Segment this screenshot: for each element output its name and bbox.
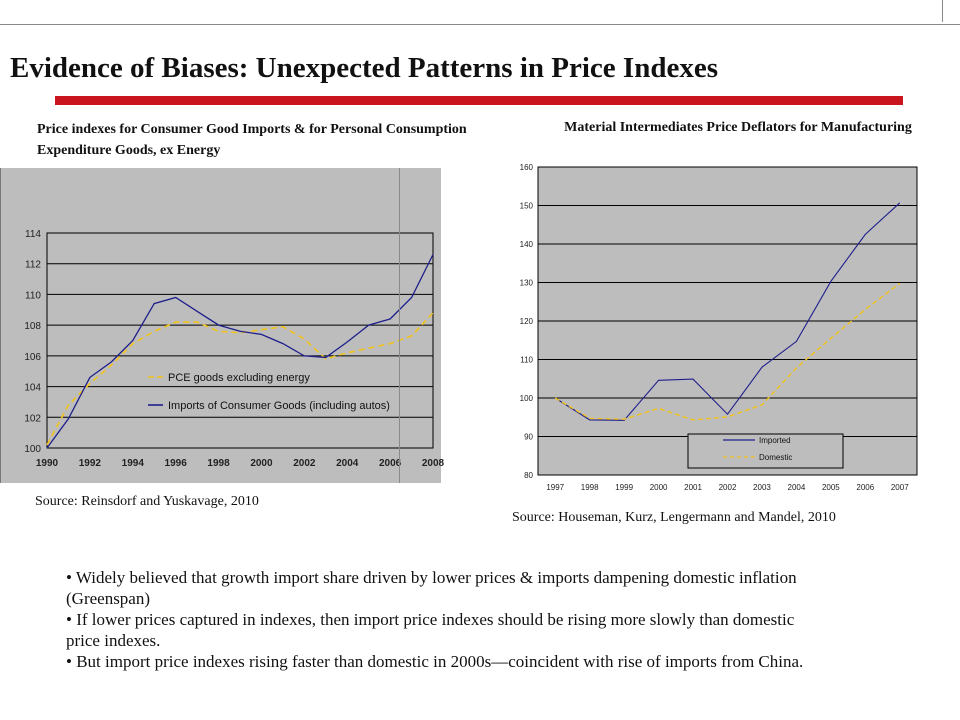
right-y-tick-label: 140	[520, 240, 534, 249]
left-line-chart: 100 102 104 106 108 110 112 114 1990 1992 1994 1996…	[24, 229, 445, 469]
left-series-pce-line	[46, 312, 434, 446]
left-plot-area	[46, 232, 434, 449]
bullet-list: • Widely believed that growth import sha…	[66, 567, 826, 672]
right-x-tick-label: 2004	[788, 483, 806, 492]
left-x-tick-label: 1992	[79, 458, 102, 469]
left-y-tick-label: 106	[24, 352, 41, 363]
left-y-tick-label: 110	[25, 290, 41, 301]
left-y-tick-label: 102	[24, 413, 41, 424]
right-y-tick-label: 120	[520, 317, 534, 326]
title-accent-bar	[55, 96, 903, 105]
left-y-tick-label: 114	[25, 229, 41, 240]
right-chart-heading: Material Intermediates Price Deflators f…	[564, 120, 912, 135]
right-legend-label: Imported	[759, 436, 791, 445]
right-y-tick-label: 130	[520, 279, 534, 288]
right-y-tick-label: 80	[524, 471, 533, 480]
bullet-item: • But import price indexes rising faster…	[66, 652, 804, 671]
right-x-tick-label: 2005	[822, 483, 840, 492]
left-y-tick-label: 108	[24, 321, 41, 332]
left-y-tick-label: 100	[24, 444, 41, 455]
right-x-tick-label: 2000	[650, 483, 668, 492]
left-chart-heading: Price indexes for Consumer Good Imports …	[37, 122, 467, 158]
left-y-tick-label: 104	[24, 383, 41, 394]
right-x-tick-label: 1997	[546, 483, 564, 492]
left-x-tick-label: 2000	[250, 458, 273, 469]
left-x-tick-label: 2008	[422, 458, 445, 469]
right-x-tick-label: 1999	[615, 483, 633, 492]
right-line-chart: 80 90 100 110 120 130 140 150 160 1997 1998 1999 200…	[520, 163, 918, 492]
corner-rule	[942, 0, 943, 22]
left-chart-divider	[399, 168, 400, 483]
right-chart-source: Source: Houseman, Kurz, Lengermann and M…	[512, 510, 836, 525]
right-x-tick-label: 2006	[856, 483, 874, 492]
left-x-tick-label: 1996	[165, 458, 188, 469]
right-x-tick-label: 2003	[753, 483, 771, 492]
right-legend-label: Domestic	[759, 453, 792, 462]
left-x-tick-label: 1990	[36, 458, 59, 469]
left-legend-label: PCE goods excluding energy	[168, 372, 310, 384]
left-series-imports-line	[46, 254, 434, 449]
top-rule	[0, 24, 960, 25]
left-x-tick-label: 2006	[379, 458, 402, 469]
right-x-tick-label: 2001	[684, 483, 702, 492]
right-y-tick-label: 150	[520, 202, 534, 211]
left-legend-label: Imports of Consumer Goods (including aut…	[168, 400, 390, 412]
right-y-tick-label: 100	[520, 394, 534, 403]
left-x-tick-label: 2002	[293, 458, 316, 469]
right-y-tick-label: 160	[520, 163, 534, 172]
right-x-tick-label: 2007	[891, 483, 909, 492]
right-series-domestic-line	[554, 282, 901, 421]
left-x-tick-label: 1998	[207, 458, 230, 469]
right-y-tick-label: 90	[524, 433, 533, 442]
bullet-item: • Widely believed that growth import sha…	[66, 568, 797, 608]
left-frame-edge	[0, 168, 1, 483]
left-chart-source: Source: Reinsdorf and Yuskavage, 2010	[35, 494, 259, 509]
left-x-tick-label: 1994	[122, 458, 145, 469]
right-legend-box	[687, 433, 844, 469]
right-series-imported-line	[554, 202, 901, 421]
page-title: Evidence of Biases: Unexpected Patterns …	[10, 52, 718, 84]
left-y-tick-label: 112	[25, 260, 41, 271]
right-y-tick-label: 110	[520, 356, 533, 365]
left-x-tick-label: 2004	[336, 458, 359, 469]
bullet-item: • If lower prices captured in indexes, t…	[66, 610, 795, 650]
right-x-tick-label: 2002	[719, 483, 737, 492]
right-x-tick-label: 1998	[581, 483, 599, 492]
